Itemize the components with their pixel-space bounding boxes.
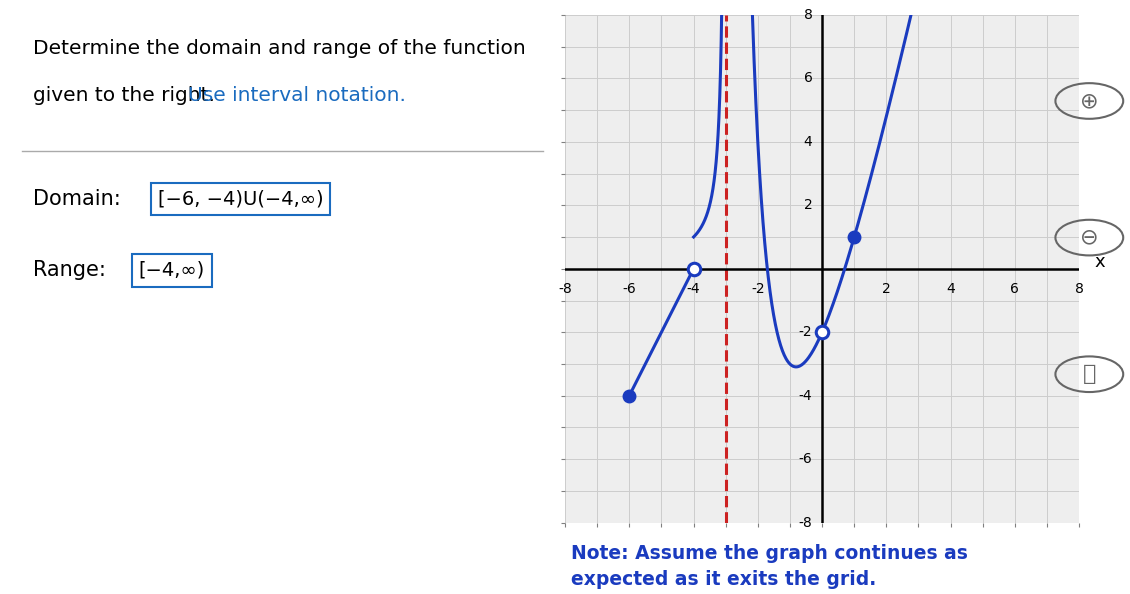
Text: -4: -4 xyxy=(687,282,701,296)
Text: 2: 2 xyxy=(803,198,812,212)
Text: x: x xyxy=(1095,254,1105,271)
Text: [−6, −4)U(−4,∞): [−6, −4)U(−4,∞) xyxy=(158,189,323,208)
Text: 4: 4 xyxy=(946,282,955,296)
Text: ⊕: ⊕ xyxy=(1080,91,1098,111)
Text: 8: 8 xyxy=(1075,282,1084,296)
Text: 8: 8 xyxy=(803,8,812,22)
Text: ⧉: ⧉ xyxy=(1083,364,1096,384)
Text: 2: 2 xyxy=(883,282,890,296)
Text: -2: -2 xyxy=(751,282,765,296)
Text: -8: -8 xyxy=(558,282,572,296)
Text: 4: 4 xyxy=(803,135,812,149)
Text: Determine the domain and range of the function: Determine the domain and range of the fu… xyxy=(33,39,525,58)
Text: 6: 6 xyxy=(1010,282,1019,296)
Text: given to the right.: given to the right. xyxy=(33,86,221,105)
Text: Use interval notation.: Use interval notation. xyxy=(188,86,406,105)
Text: -4: -4 xyxy=(799,388,812,403)
Text: -2: -2 xyxy=(799,326,812,339)
Text: Note: Assume the graph continues as
expected as it exits the grid.: Note: Assume the graph continues as expe… xyxy=(571,544,967,589)
Text: ⊖: ⊖ xyxy=(1080,228,1098,248)
Text: Range:: Range: xyxy=(33,260,106,280)
Text: -8: -8 xyxy=(799,516,812,530)
Text: -6: -6 xyxy=(623,282,636,296)
Text: Domain:: Domain: xyxy=(33,189,121,209)
Text: -6: -6 xyxy=(799,452,812,466)
Text: [−4,∞): [−4,∞) xyxy=(139,261,205,280)
Text: 6: 6 xyxy=(803,71,812,86)
